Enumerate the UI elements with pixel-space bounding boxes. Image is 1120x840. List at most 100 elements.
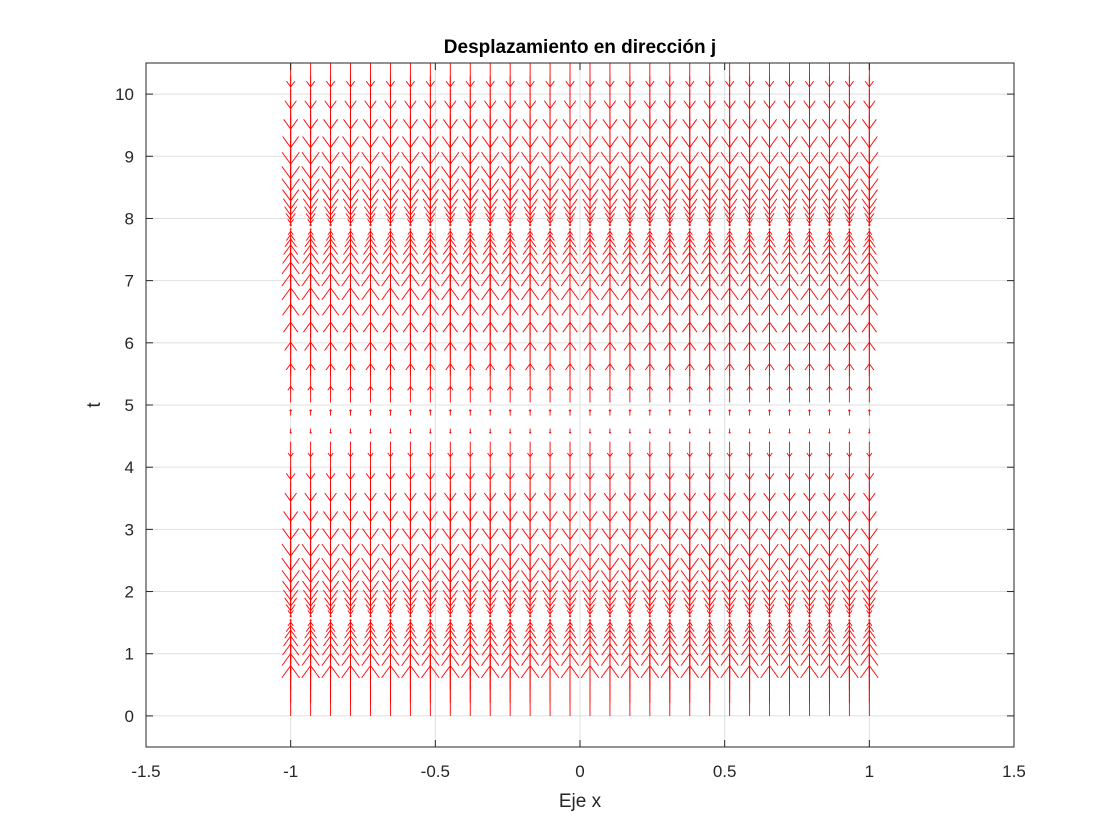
arrow-head-right — [529, 597, 537, 607]
arrow-head-right — [789, 570, 799, 583]
arrow-head-left — [709, 386, 713, 391]
arrow-head-left — [769, 653, 779, 666]
arrow-head-right — [800, 303, 810, 316]
arrow-head-right — [840, 273, 850, 287]
arrow-head-left — [429, 621, 434, 627]
arrow-head-left — [829, 653, 839, 666]
arrow-head-right — [505, 363, 511, 371]
arrow-head-right — [649, 452, 653, 457]
arrow-head-right — [789, 557, 799, 571]
arrow-head-right — [549, 543, 560, 557]
arrow-head-left — [868, 321, 877, 333]
arrow-head-left — [789, 386, 793, 391]
arrow-head-right — [848, 619, 850, 621]
arrow-head-right — [849, 473, 855, 480]
arrow-head-right — [541, 287, 551, 301]
arrow-head-right — [563, 238, 571, 248]
arrow-head-right — [641, 643, 651, 656]
arrow-head-right — [820, 653, 830, 666]
arrow-head-left — [868, 643, 878, 656]
quiver-arrow — [784, 454, 795, 480]
arrow-head-left — [489, 341, 497, 351]
arrow-head-left — [529, 363, 536, 371]
arrow-head-left — [689, 341, 697, 351]
arrow-head-right — [569, 610, 574, 615]
arrow-head-right — [605, 363, 611, 371]
arrow-head-left — [682, 511, 691, 522]
arrow-head-right — [823, 238, 830, 248]
quiver-arrow — [429, 428, 432, 434]
arrow-head-left — [509, 653, 520, 666]
arrow-head-left — [809, 252, 818, 264]
arrow-head-left — [609, 635, 618, 647]
arrow-head-right — [422, 244, 431, 255]
arrow-head-right — [844, 234, 850, 241]
arrow-head-right — [868, 492, 876, 502]
arrow-head-left — [709, 621, 713, 627]
arrow-head-left — [522, 589, 531, 601]
arrow-head-right — [542, 321, 551, 333]
arrow-head-right — [509, 206, 517, 216]
arrow-head-right — [700, 287, 711, 301]
arrow-head-right — [369, 409, 371, 412]
arrow-head-left — [580, 570, 591, 583]
arrow-head-right — [721, 303, 731, 316]
arrow-head-right — [381, 653, 391, 666]
arrow-head-left — [402, 589, 411, 601]
arrow-head-left — [370, 629, 377, 639]
arrow-head-left — [769, 234, 775, 241]
arrow-head-right — [763, 341, 770, 351]
arrow-head-right — [609, 615, 612, 618]
arrow-head-left — [303, 511, 311, 522]
arrow-head-right — [523, 238, 531, 248]
quiver-arrow — [487, 621, 494, 638]
arrow-head-right — [780, 287, 790, 301]
arrow-head-left — [829, 625, 835, 632]
arrow-head-right — [729, 431, 731, 434]
arrow-head-right — [549, 615, 552, 618]
arrow-head-left — [703, 597, 711, 607]
arrow-head-left — [729, 287, 739, 301]
quiver-arrow — [505, 454, 515, 480]
arrow-head-right — [528, 409, 531, 412]
quiver-arrow — [329, 428, 332, 434]
arrow-head-left — [743, 597, 750, 607]
quiver-arrow — [309, 619, 312, 625]
arrow-head-right — [469, 213, 476, 220]
arrow-head-right — [390, 511, 398, 522]
arrow-head-right — [462, 244, 471, 255]
quiver-arrow — [686, 621, 693, 638]
arrow-head-left — [327, 610, 331, 615]
arrow-head-right — [709, 473, 715, 480]
arrow-head-left — [410, 244, 418, 255]
arrow-head-right — [682, 244, 691, 255]
quiver-arrow — [289, 228, 292, 233]
arrow-head-left — [529, 321, 538, 333]
arrow-head-left — [789, 234, 795, 241]
arrow-head-right — [310, 570, 320, 583]
arrow-head-right — [761, 303, 770, 316]
arrow-head-left — [442, 589, 451, 601]
arrow-head-left — [342, 589, 351, 601]
arrow-head-left — [649, 273, 660, 287]
arrow-head-left — [626, 218, 631, 224]
arrow-head-left — [429, 363, 436, 371]
arrow-head-left — [521, 580, 531, 593]
arrow-head-right — [322, 252, 331, 264]
arrow-head-right — [503, 341, 511, 351]
quiver-arrow — [587, 230, 593, 246]
arrow-head-right — [350, 473, 356, 480]
arrow-head-right — [849, 604, 855, 611]
arrow-head-left — [868, 234, 874, 241]
arrow-head-left — [461, 557, 471, 571]
arrow-head-left — [861, 511, 870, 522]
arrow-head-left — [660, 557, 671, 571]
arrow-head-right — [281, 273, 292, 287]
arrow-head-left — [330, 244, 339, 255]
arrow-head-left — [402, 511, 411, 522]
arrow-head-left — [521, 570, 531, 583]
arrow-head-right — [680, 273, 691, 287]
arrow-head-left — [749, 665, 759, 679]
arrow-head-right — [442, 635, 451, 647]
arrow-head-right — [385, 234, 391, 241]
